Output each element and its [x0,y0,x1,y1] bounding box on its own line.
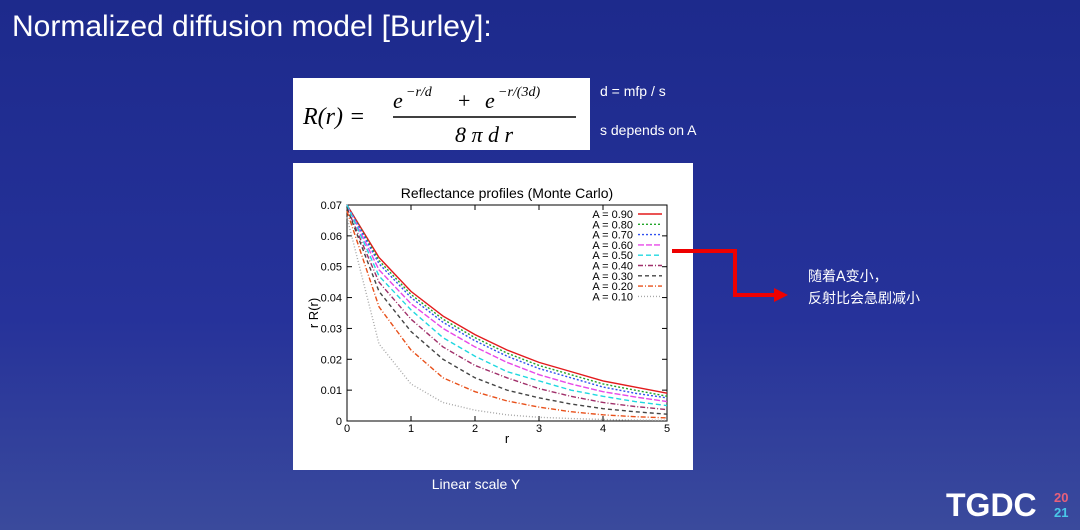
line [346,204,668,394]
callout: 反射比会急剧减小 [808,291,920,307]
logo: TGDC [946,487,1037,523]
legend-label: A = 0.60 [592,240,633,252]
x-tick-label: 0 [344,423,350,435]
legend-label: A = 0.50 [592,250,633,262]
y-tick-label: 0.04 [321,293,342,305]
formula-exp: −r/d [406,85,433,100]
x-tick-label: 5 [664,423,670,435]
plot-frame [346,204,668,422]
formula-plus: + [458,88,470,113]
y-tick-label: 0.06 [321,231,342,243]
arrow [672,249,776,297]
y-tick-label: 0 [336,416,342,428]
legend-label: A = 0.30 [592,271,633,283]
y-tick-label: 0.05 [321,262,342,274]
legend-label: A = 0.20 [592,281,633,293]
note: s depends on A [600,122,697,138]
line [346,217,668,422]
x-tick-label: 1 [408,423,414,435]
formula-box [293,78,590,150]
chart-title: Reflectance profiles (Monte Carlo) [401,185,613,201]
arrow-head [774,288,788,302]
callout: 随着A变小， [808,269,888,285]
y-tick-label: 0.03 [321,323,342,335]
formula-denominator: 8 π d r [455,122,514,147]
formula: R(r) = e −r/d + e −r/(3d) 8 π d r [302,85,576,147]
line [346,207,668,411]
legend-label: A = 0.90 [592,209,633,221]
line [346,210,668,419]
legend-label: A = 0.70 [592,230,633,242]
x-axis-label: r [505,431,510,446]
formula-lhs: R(r) = [302,104,365,130]
y-axis-label: r R(r) [306,298,321,328]
legend-label: A = 0.80 [592,219,633,231]
caption: Linear scale Y [432,476,521,492]
y-tick-label: 0.02 [321,354,342,366]
logo-year: 21 [1054,505,1068,520]
y-tick-label: 0.01 [321,385,342,397]
note: d = mfp / s [600,83,666,99]
x-tick-label: 4 [600,423,606,435]
legend-label: A = 0.40 [592,261,633,273]
formula-base: e [485,88,495,113]
legend-label: A = 0.10 [592,291,633,303]
line [346,204,668,407]
formula-exp: −r/(3d) [498,85,540,100]
logo-year: 20 [1054,490,1068,505]
formula-base: e [393,88,403,113]
y-tick-label: 0.07 [321,200,342,212]
line [346,207,668,415]
x-tick-label: 2 [472,423,478,435]
line [346,204,668,399]
slide-title: Normalized diffusion model [Burley]: [12,10,492,43]
x-tick-label: 3 [536,423,542,435]
chart: Reflectance profiles (Monte Carlo) r r R(r… [306,185,670,446]
chart-box [293,163,693,470]
